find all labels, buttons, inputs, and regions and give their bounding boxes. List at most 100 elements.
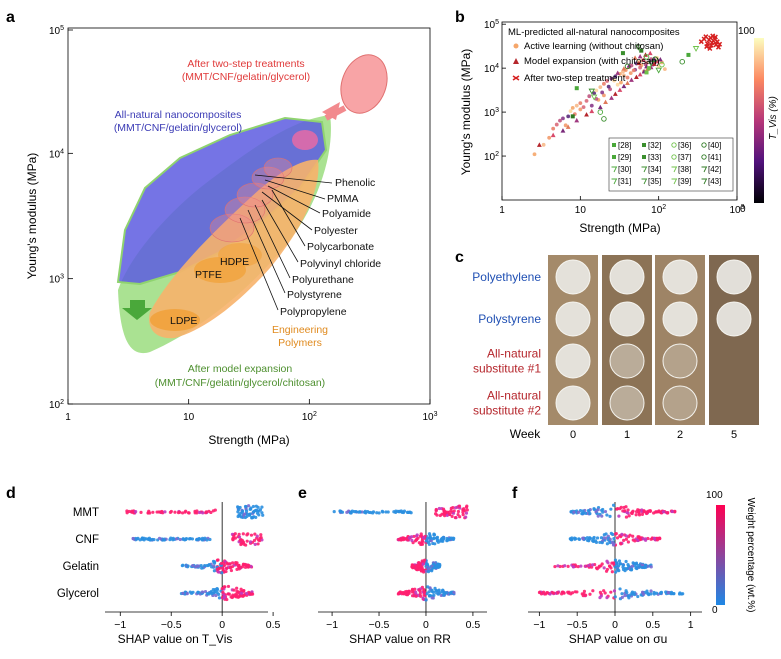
- shap-point: [148, 511, 152, 515]
- shap-point: [465, 508, 469, 512]
- sample-disc: [716, 259, 752, 295]
- shap-point: [600, 562, 604, 566]
- ref-point: [692, 46, 700, 52]
- ref-point: [588, 88, 596, 95]
- legend-entry: Model expansion (with chitosan): [524, 56, 660, 67]
- ref-marker: [642, 155, 646, 159]
- shap-point: [556, 591, 560, 595]
- two-step-point: [710, 33, 716, 39]
- shap-point: [665, 511, 670, 515]
- y-tick-label: 102: [49, 399, 64, 411]
- x-tick-label: 1: [65, 412, 71, 423]
- shap-point: [432, 533, 436, 537]
- shap-point: [432, 536, 436, 540]
- active-learning-point: [561, 116, 565, 121]
- shap-point: [613, 565, 617, 569]
- shap-point: [410, 538, 414, 543]
- ref-point: [601, 116, 607, 122]
- x-tick-label: 103: [422, 411, 437, 423]
- ref-point: [686, 52, 691, 57]
- ref-label: [30]: [618, 165, 631, 174]
- ref-label: [35]: [648, 177, 661, 186]
- shap-point: [636, 538, 640, 543]
- model-expansion-point: [625, 80, 630, 85]
- x-tick-label: 0: [423, 619, 429, 631]
- shap-point: [673, 509, 677, 514]
- shap-point: [236, 505, 240, 509]
- weight-colorbar: [716, 505, 725, 605]
- ref-point: [624, 63, 631, 70]
- shap-point: [155, 510, 159, 514]
- shap-point: [427, 532, 432, 536]
- shap-point: [221, 590, 225, 594]
- shap-point: [598, 590, 603, 594]
- shap-point: [609, 507, 613, 511]
- shap-point: [196, 590, 200, 595]
- shap-point: [596, 508, 600, 512]
- shap-point: [248, 507, 252, 511]
- shap-point: [186, 564, 190, 568]
- shap-point: [602, 566, 606, 570]
- two-step-point: [715, 44, 721, 50]
- shap-point: [413, 587, 417, 591]
- active-learning-point: [578, 107, 583, 112]
- shap-point: [456, 512, 460, 517]
- row-label: substitute #1: [473, 362, 541, 376]
- shap-point: [618, 507, 622, 511]
- shap-point: [399, 538, 403, 542]
- shap-point: [624, 505, 628, 509]
- ref-marker: [701, 142, 707, 148]
- shap-point: [548, 592, 552, 596]
- ref-point: [644, 70, 649, 75]
- shap-point: [631, 534, 635, 538]
- shap-point: [184, 537, 188, 542]
- shap-point: [638, 537, 643, 542]
- shap-point: [237, 535, 242, 539]
- shap-point: [417, 588, 421, 592]
- active-learning-point: [606, 84, 611, 89]
- shap-point: [181, 591, 185, 595]
- shap-point: [605, 513, 609, 517]
- ref-point: [590, 94, 598, 101]
- shap-point: [427, 567, 431, 571]
- ref-point: [647, 60, 655, 67]
- ref-label: [39]: [678, 177, 691, 186]
- active-learning-point: [587, 94, 592, 99]
- shap-point: [405, 592, 410, 596]
- shap-point: [422, 588, 426, 592]
- shap-point: [427, 542, 431, 546]
- active-learning-point: [570, 105, 575, 110]
- shap-point: [222, 563, 227, 567]
- two-step-annotation: (MMT/CNF/gelatin/glycerol): [182, 71, 310, 83]
- shap-point: [656, 510, 660, 514]
- x-tick-label: −0.5: [369, 619, 390, 631]
- shap-point: [567, 590, 571, 594]
- shap-point: [419, 532, 423, 536]
- shap-point: [588, 511, 592, 516]
- model-expansion-point: [637, 72, 643, 77]
- shap-point: [414, 567, 418, 571]
- shap-point: [236, 595, 240, 599]
- shap-point: [410, 587, 415, 591]
- shap-point: [249, 533, 254, 537]
- shap-point: [453, 515, 457, 520]
- week-value: 0: [570, 429, 576, 441]
- shap-point: [159, 510, 163, 514]
- y-tick-label: 105: [49, 25, 64, 37]
- shap-point: [562, 591, 566, 595]
- shap-point: [243, 562, 248, 567]
- ref-marker: [612, 155, 616, 159]
- row-label: substitute #2: [473, 404, 541, 418]
- shap-point: [627, 596, 631, 600]
- shap-point: [249, 592, 253, 596]
- panel-b-xlabel: Strength (MPa): [579, 221, 660, 235]
- shap-point: [201, 511, 205, 515]
- shap-point: [258, 538, 262, 543]
- active-learning-point: [551, 126, 556, 131]
- active-learning-point: [554, 122, 559, 127]
- shap-point: [566, 564, 570, 568]
- panel-b-ylabel: Young's modulus (MPa): [459, 49, 473, 176]
- shap-point: [654, 591, 659, 595]
- shap-point: [614, 570, 618, 574]
